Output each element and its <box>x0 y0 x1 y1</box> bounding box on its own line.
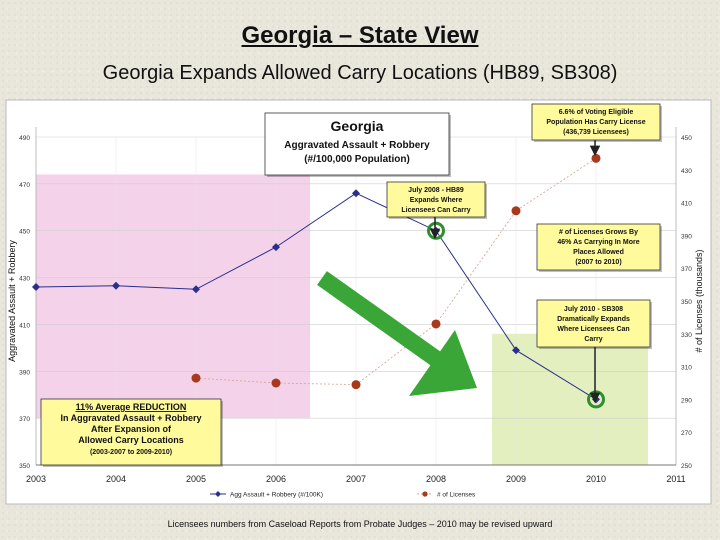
callout-text: (#/100,000 Population) <box>304 154 410 165</box>
hb89-callout: July 2008 - HB89 Expands Where Licensees C… <box>386 181 487 219</box>
x-tick-label: 2007 <box>346 474 366 484</box>
crime-point <box>272 243 280 252</box>
x-tick-label: 2008 <box>426 474 446 484</box>
callout-background <box>536 299 651 348</box>
x-tick-label: 2010 <box>586 474 606 484</box>
licenses-point <box>351 380 361 390</box>
legend-crime-label: Agg Assault + Robbery (#/100K) <box>230 492 323 499</box>
callout-background <box>536 223 661 271</box>
callout-background <box>531 103 661 141</box>
crime-point <box>32 282 40 291</box>
callout-text: 46% As Carrying In More <box>557 239 639 246</box>
callout-text: After Expansion of <box>91 424 172 434</box>
y-tick-label: 490 <box>19 135 30 142</box>
licenses-point <box>431 319 441 329</box>
x-tick-label: 2009 <box>506 474 526 484</box>
y2-tick-label: 370 <box>681 266 692 273</box>
callout-text: Aggravated Assault + Robbery <box>284 140 430 151</box>
y-tick-label: 470 <box>19 182 30 189</box>
callout-text: Places Allowed <box>573 249 624 256</box>
callout-text: Dramatically Expands <box>557 316 630 323</box>
y-axis-label: Aggravated Assault + Robbery <box>7 240 17 362</box>
licenses-point <box>191 373 201 383</box>
y2-tick-label: 430 <box>681 168 692 175</box>
legend-licenses-label: # of Licenses <box>437 492 476 499</box>
voting-callout: 6.6% of Voting Eligible Population Has Ca… <box>531 103 662 142</box>
x-tick-label: 2011 <box>666 474 685 484</box>
crime-point <box>192 285 200 294</box>
callout-text: Where Licensees Can <box>557 326 629 333</box>
y2-tick-label: 330 <box>681 332 692 339</box>
source-note: Licensees numbers from Caseload Reports … <box>167 519 553 529</box>
callout-text: Georgia <box>331 118 384 134</box>
slide-title: Georgia – State View <box>241 22 479 49</box>
y2-axis-label: # of Licenses (thousands) <box>694 249 704 352</box>
callout-text: Allowed Carry Locations <box>78 435 184 445</box>
crime-series-line <box>35 192 597 400</box>
callout-text: 11% Average REDUCTION <box>76 402 187 412</box>
callout-background <box>40 398 222 466</box>
callout-background <box>386 181 486 218</box>
y-tick-label: 350 <box>19 463 30 470</box>
callout-text: Licensees Can Carry <box>401 207 470 214</box>
callout-text: In Aggravated Assault + Robbery <box>60 413 201 423</box>
y2-tick-label: 410 <box>681 201 692 208</box>
licenses-point <box>271 378 281 388</box>
callout-text: Population Has Carry License <box>546 119 645 126</box>
highlight-ring <box>587 390 605 409</box>
x-tick-label: 2004 <box>106 474 126 484</box>
callout-background <box>264 112 450 176</box>
y2-tick-label: 250 <box>681 463 692 470</box>
x-tick-label: 2006 <box>266 474 286 484</box>
callout-text: July 2010 - SB308 <box>564 306 623 313</box>
y-tick-label: 370 <box>19 416 30 423</box>
y-tick-label: 450 <box>19 229 30 236</box>
post-expansion-region <box>492 333 648 465</box>
callout-text: July 2008 - HB89 <box>408 187 464 194</box>
y2-tick-label: 290 <box>681 397 692 404</box>
callout-text: 6.6% of Voting Eligible <box>559 109 634 116</box>
callout-text: (436,739 Licensees) <box>563 129 629 136</box>
y2-tick-label: 450 <box>681 135 692 142</box>
callout-text: (2007 to 2010) <box>575 259 621 266</box>
callout-text: # of Licenses Grows By <box>559 229 638 236</box>
y-tick-label: 410 <box>19 322 30 329</box>
callout-text: Expands Where <box>410 197 463 204</box>
x-tick-label: 2003 <box>26 474 46 484</box>
y2-tick-label: 350 <box>681 299 692 306</box>
y2-tick-label: 270 <box>681 430 692 437</box>
chart-title-box: Georgia Aggravated Assault + Robbery (#/10… <box>264 112 451 177</box>
trend-arrow-head <box>409 330 477 396</box>
sb308-callout: July 2010 - SB308 Dramatically Expands Whe… <box>536 299 652 349</box>
licenses-point <box>591 153 601 163</box>
pre-expansion-region <box>36 174 310 419</box>
y-tick-label: 390 <box>19 369 30 376</box>
legend-crime-swatch <box>215 491 221 497</box>
slide-subtitle: Georgia Expands Allowed Carry Locations … <box>102 62 618 84</box>
legend-licenses-swatch <box>422 491 428 497</box>
crime-point <box>512 346 520 355</box>
crime-point <box>352 189 360 198</box>
x-tick-label: 2005 <box>186 474 206 484</box>
licenses-point <box>511 206 521 216</box>
growth-callout: # of Licenses Grows By 46% As Carrying In… <box>536 223 662 272</box>
callout-text: (2003-2007 to 2009-2010) <box>90 449 172 456</box>
crime-point <box>112 281 120 290</box>
y2-tick-label: 390 <box>681 233 692 240</box>
y-tick-label: 430 <box>19 276 30 283</box>
callout-text: Carry <box>584 336 602 343</box>
y2-tick-label: 310 <box>681 365 692 372</box>
